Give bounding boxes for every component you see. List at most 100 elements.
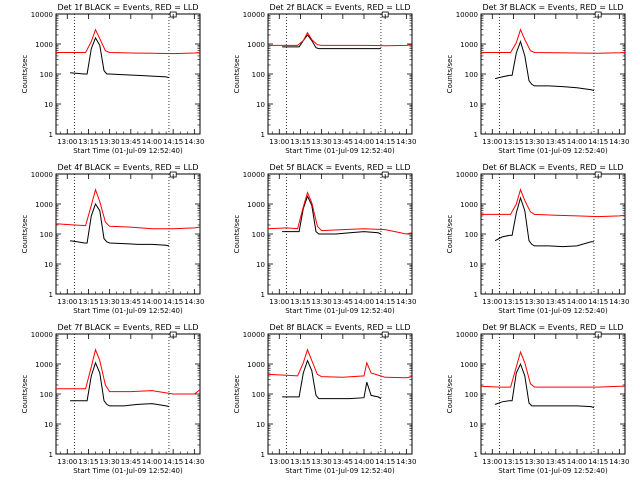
x-tick-label: 13:30 xyxy=(100,458,120,466)
x-tick-label: 13:00 xyxy=(482,298,502,306)
x-tick-label: 14:30 xyxy=(396,458,416,466)
y-tick-label: 1000 xyxy=(35,361,53,369)
y-tick-label: 10000 xyxy=(31,331,53,339)
panel-det-4f: Det 4f BLACK = Events, RED = LLD 1 10 100 10… xyxy=(21,163,204,315)
x-tick-label: 13:00 xyxy=(269,298,289,306)
plot-frame xyxy=(480,173,626,295)
x-tick-label: 14:30 xyxy=(184,298,204,306)
y-tick-label: 1 xyxy=(474,451,478,459)
x-tick-label: 13:30 xyxy=(312,298,332,306)
y-tick-label: 1 xyxy=(261,291,265,299)
y-tick-label: 100 xyxy=(465,71,478,79)
y-tick-label: 10000 xyxy=(456,331,478,339)
y-tick-label: 10000 xyxy=(456,11,478,19)
x-tick-label: 13:45 xyxy=(333,298,353,306)
series-line-events xyxy=(282,359,382,400)
series-line-events xyxy=(282,194,382,235)
y-tick-label: 1 xyxy=(474,131,478,139)
x-tick-label: 13:30 xyxy=(312,138,332,146)
x-axis-label: Start Time (01-Jul-09 12:52:40) xyxy=(285,147,395,155)
x-tick-label: 13:15 xyxy=(290,458,310,466)
panel-det-3f: Det 3f BLACK = Events, RED = LLD 1 10 100 10… xyxy=(446,3,629,155)
series-line-lld xyxy=(267,191,413,235)
y-tick-label: 1000 xyxy=(35,201,53,209)
y-axis-label: Counts/sec xyxy=(21,375,29,414)
panel-title: Det 4f BLACK = Events, RED = LLD xyxy=(57,163,198,172)
x-tick-label: 13:15 xyxy=(503,138,523,146)
x-tick-label: 13:15 xyxy=(290,138,310,146)
series-line-lld xyxy=(481,28,626,54)
x-tick-label: 14:15 xyxy=(375,298,395,306)
series-line-events xyxy=(494,196,594,248)
series-line-events xyxy=(70,202,170,247)
x-tick-label: 14:15 xyxy=(163,298,183,306)
panel-det-7f: Det 7f BLACK = Events, RED = LLD 1 10 100 10… xyxy=(21,323,204,475)
y-tick-label: 10000 xyxy=(456,171,478,179)
series-line-lld xyxy=(56,348,201,395)
series-line-lld xyxy=(268,31,413,47)
x-tick-label: 13:00 xyxy=(482,138,502,146)
x-tick-label: 13:15 xyxy=(78,138,98,146)
y-tick-label: 100 xyxy=(40,391,53,399)
y-tick-label: 10000 xyxy=(243,171,265,179)
y-tick-label: 1000 xyxy=(247,41,265,49)
panel-det-5f: Det 5f BLACK = Events, RED = LLD 1 10 100 10… xyxy=(233,163,416,315)
panel-det-9f: Det 9f BLACK = Events, RED = LLD 1 10 100 10… xyxy=(446,323,629,475)
y-tick-label: 1 xyxy=(49,451,53,459)
series-line-lld xyxy=(480,350,625,388)
y-tick-label: 1 xyxy=(261,451,265,459)
y-axis-label: Counts/sec xyxy=(446,55,454,94)
y-tick-label: 10000 xyxy=(31,11,53,19)
x-tick-label: 13:00 xyxy=(57,138,77,146)
panel-det-1f: Det 1f BLACK = Events, RED = LLD 1 10 100 10… xyxy=(21,3,204,155)
x-tick-label: 13:30 xyxy=(525,298,545,306)
y-tick-label: 10000 xyxy=(243,331,265,339)
x-tick-label: 13:15 xyxy=(78,298,98,306)
y-tick-label: 10 xyxy=(44,261,53,269)
y-axis-label: Counts/sec xyxy=(233,55,241,94)
y-axis-label: Counts/sec xyxy=(21,215,29,254)
x-tick-label: 13:45 xyxy=(333,458,353,466)
x-tick-label: 13:15 xyxy=(503,298,523,306)
x-tick-label: 14:15 xyxy=(588,298,608,306)
x-axis-label: Start Time (01-Jul-09 12:52:40) xyxy=(73,307,183,315)
x-axis-label: Start Time (01-Jul-09 12:52:40) xyxy=(498,467,608,475)
y-tick-label: 10 xyxy=(44,101,53,109)
series-line-events xyxy=(282,34,381,50)
series-line-events xyxy=(494,40,595,92)
y-tick-label: 100 xyxy=(40,231,53,239)
x-tick-label: 14:30 xyxy=(609,138,629,146)
plot-frame xyxy=(267,333,413,455)
y-tick-label: 1 xyxy=(474,291,478,299)
x-axis-label: Start Time (01-Jul-09 12:52:40) xyxy=(285,307,395,315)
x-tick-label: 14:00 xyxy=(567,458,587,466)
y-tick-label: 1000 xyxy=(35,41,53,49)
y-tick-label: 100 xyxy=(252,71,265,79)
x-tick-label: 14:30 xyxy=(396,298,416,306)
y-tick-label: 1 xyxy=(49,291,53,299)
x-tick-label: 13:15 xyxy=(78,458,98,466)
x-tick-label: 14:30 xyxy=(396,138,416,146)
x-tick-label: 13:45 xyxy=(546,138,566,146)
y-tick-label: 10 xyxy=(44,421,53,429)
y-tick-label: 1000 xyxy=(247,361,265,369)
x-tick-label: 14:15 xyxy=(375,138,395,146)
y-tick-label: 10 xyxy=(256,261,265,269)
y-tick-label: 100 xyxy=(465,391,478,399)
y-tick-label: 1 xyxy=(261,131,265,139)
x-tick-label: 13:00 xyxy=(57,298,77,306)
y-tick-label: 10000 xyxy=(31,171,53,179)
x-tick-label: 14:30 xyxy=(609,298,629,306)
x-tick-label: 13:30 xyxy=(100,138,120,146)
y-tick-label: 1000 xyxy=(460,41,478,49)
x-tick-label: 14:15 xyxy=(375,458,395,466)
panel-det-8f: Det 8f BLACK = Events, RED = LLD 1 10 100 10… xyxy=(233,323,416,475)
x-axis-label: Start Time (01-Jul-09 12:52:40) xyxy=(285,467,395,475)
x-tick-label: 14:00 xyxy=(142,138,162,146)
x-tick-label: 14:00 xyxy=(142,458,162,466)
x-tick-label: 13:00 xyxy=(269,458,289,466)
x-tick-label: 13:15 xyxy=(290,298,310,306)
x-tick-label: 13:00 xyxy=(269,138,289,146)
plot-frame xyxy=(55,173,201,295)
